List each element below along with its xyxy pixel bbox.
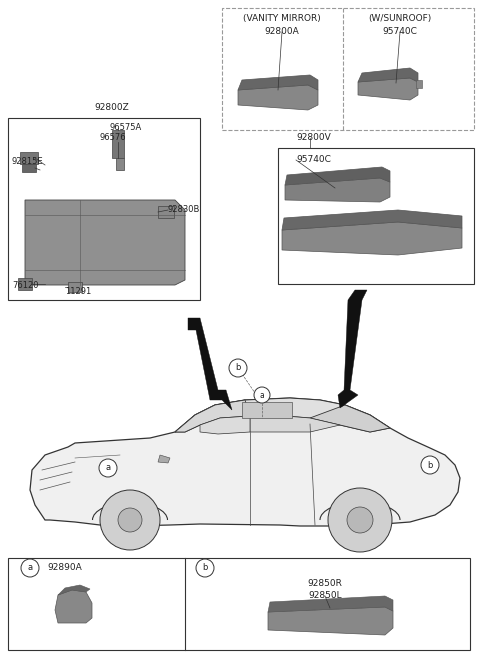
- Text: (VANITY MIRROR): (VANITY MIRROR): [243, 14, 321, 22]
- Circle shape: [118, 508, 142, 532]
- Polygon shape: [55, 590, 92, 623]
- Text: 92830B: 92830B: [168, 206, 200, 214]
- Bar: [68, 282, 82, 292]
- Polygon shape: [310, 405, 390, 432]
- Circle shape: [196, 559, 214, 577]
- Polygon shape: [200, 416, 250, 434]
- Circle shape: [99, 459, 117, 477]
- Bar: [158, 206, 174, 218]
- Bar: [416, 80, 422, 88]
- Text: (W/SUNROOF): (W/SUNROOF): [368, 14, 432, 22]
- Text: 92850L: 92850L: [308, 591, 342, 600]
- Polygon shape: [175, 398, 390, 432]
- Text: a: a: [260, 390, 264, 399]
- Text: 92800Z: 92800Z: [94, 104, 129, 112]
- Text: 95740C: 95740C: [296, 156, 331, 164]
- Text: 92815E: 92815E: [12, 158, 44, 166]
- Bar: [20, 152, 38, 164]
- Polygon shape: [285, 167, 390, 185]
- Circle shape: [100, 490, 160, 550]
- Polygon shape: [188, 318, 232, 410]
- Circle shape: [229, 359, 247, 377]
- Text: b: b: [427, 461, 432, 470]
- Polygon shape: [358, 68, 418, 82]
- Polygon shape: [282, 222, 462, 255]
- Text: a: a: [27, 564, 33, 572]
- Bar: [8, 118, 200, 300]
- Polygon shape: [268, 607, 393, 635]
- Circle shape: [347, 507, 373, 533]
- Circle shape: [254, 387, 270, 403]
- Text: b: b: [202, 564, 208, 572]
- Bar: [116, 158, 124, 170]
- Polygon shape: [175, 400, 250, 432]
- Polygon shape: [250, 416, 340, 432]
- Polygon shape: [238, 85, 318, 110]
- Text: b: b: [235, 363, 240, 373]
- Text: 96576: 96576: [100, 133, 127, 143]
- Bar: [22, 164, 36, 172]
- Text: a: a: [106, 463, 110, 472]
- Circle shape: [421, 456, 439, 474]
- Text: 92850R: 92850R: [308, 579, 342, 589]
- Bar: [278, 148, 474, 284]
- Circle shape: [328, 488, 392, 552]
- Polygon shape: [285, 178, 390, 202]
- Text: 92800A: 92800A: [264, 28, 300, 37]
- Text: 76120: 76120: [12, 281, 38, 290]
- Text: 92890A: 92890A: [47, 564, 82, 572]
- Bar: [242, 402, 292, 418]
- Polygon shape: [238, 75, 318, 90]
- Bar: [222, 8, 474, 130]
- Bar: [18, 278, 32, 290]
- Text: 95740C: 95740C: [383, 28, 418, 37]
- Text: 92800V: 92800V: [296, 133, 331, 143]
- Text: 96575A: 96575A: [110, 124, 142, 133]
- Polygon shape: [338, 290, 367, 408]
- Polygon shape: [268, 596, 393, 612]
- Polygon shape: [282, 210, 462, 230]
- Text: 11291: 11291: [65, 286, 91, 296]
- Bar: [112, 130, 124, 158]
- Polygon shape: [58, 585, 90, 595]
- Polygon shape: [358, 78, 418, 100]
- Polygon shape: [25, 200, 185, 285]
- Polygon shape: [30, 398, 460, 526]
- Circle shape: [21, 559, 39, 577]
- Polygon shape: [158, 455, 170, 463]
- Bar: [8, 558, 470, 650]
